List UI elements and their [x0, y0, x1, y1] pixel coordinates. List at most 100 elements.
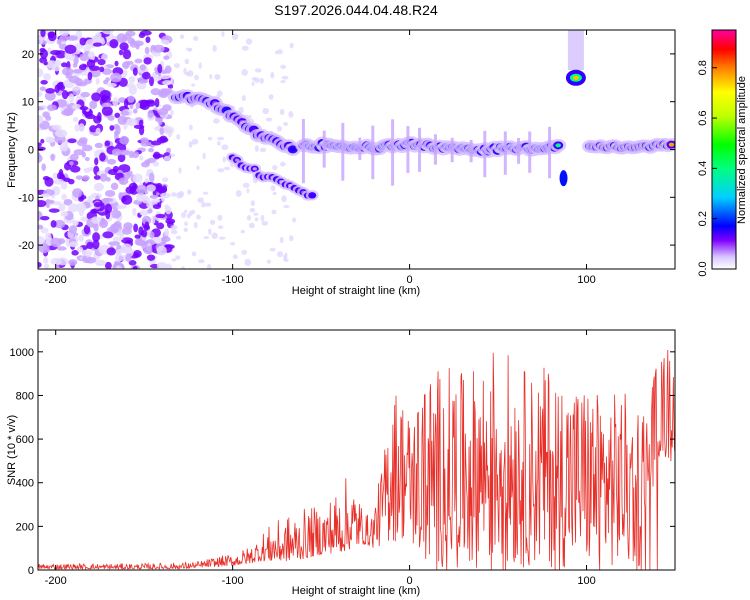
noise-blob: [117, 153, 126, 163]
noise-blob: [147, 208, 153, 214]
noise-blob: [64, 52, 76, 61]
noise-blob: [114, 254, 124, 262]
noise-blob: [139, 155, 144, 161]
noise-blob: [61, 90, 69, 100]
noise-blob: [254, 217, 259, 222]
noise-blob: [54, 84, 60, 94]
noise-blob: [128, 150, 135, 159]
noise-blob: [99, 89, 111, 100]
noise-blob: [80, 91, 91, 98]
noise-blob: [242, 182, 250, 188]
track-core: [290, 147, 296, 152]
noise-blob: [156, 222, 165, 230]
noise-blob: [40, 79, 48, 85]
noise-blob: [187, 189, 192, 195]
streak: [483, 130, 487, 178]
x-tick-label: 100: [577, 575, 595, 587]
noise-blob: [216, 90, 223, 97]
noise-blob: [260, 214, 265, 222]
noise-blob: [70, 165, 81, 173]
noise-blob: [202, 152, 206, 160]
noise-blob: [114, 60, 119, 67]
snr-plot-area: [38, 349, 675, 570]
noise-blob: [112, 165, 120, 173]
noise-blob: [61, 62, 68, 68]
noise-blob: [147, 147, 154, 153]
noise-blob: [152, 44, 165, 53]
noise-blob: [43, 263, 50, 269]
noise-blob: [180, 212, 187, 218]
noise-blob: [292, 217, 297, 223]
noise-blob: [194, 74, 199, 81]
noise-blob: [38, 224, 44, 230]
noise-blob: [139, 209, 150, 216]
noise-blob: [193, 221, 198, 229]
noise-blob: [133, 124, 145, 129]
noise-blob: [58, 42, 67, 50]
noise-blob: [279, 109, 285, 115]
noise-blob: [115, 265, 122, 269]
noise-blob: [145, 36, 151, 43]
noise-blob: [59, 35, 69, 42]
noise-blob: [105, 77, 110, 82]
noise-blob: [152, 161, 160, 167]
noise-blob: [141, 229, 148, 238]
noise-blob: [259, 147, 267, 153]
noise-blob: [144, 221, 150, 230]
noise-blob: [217, 214, 223, 221]
noise-blob: [241, 249, 248, 255]
y-tick-label: 0: [28, 145, 34, 157]
streak: [371, 125, 375, 180]
noise-blob: [125, 83, 136, 88]
noise-blob: [122, 49, 132, 60]
colorbar-tick-label: 0.6: [697, 110, 709, 125]
noise-blob: [50, 153, 55, 162]
streak: [528, 131, 532, 173]
noise-blob: [262, 107, 270, 115]
x-tick-label: -200: [45, 575, 67, 587]
noise-blob: [133, 108, 138, 114]
noise-blob: [45, 115, 52, 121]
noise-blob: [176, 134, 181, 140]
noise-blob: [64, 44, 77, 54]
snr-frame: [37, 329, 676, 571]
y-tick-label: 0: [28, 565, 34, 577]
noise-blob: [104, 140, 111, 147]
noise-blob: [44, 91, 56, 101]
noise-blob: [67, 203, 79, 213]
noise-blob: [68, 93, 75, 103]
y-tick-label: 600: [16, 434, 34, 446]
noise-blob: [91, 92, 101, 102]
noise-blob: [157, 63, 163, 74]
noise-blob: [50, 220, 57, 228]
noise-blob: [84, 256, 97, 264]
noise-blob: [115, 125, 121, 135]
noise-blob: [120, 110, 130, 116]
streak: [450, 137, 454, 163]
snr-y-label: SNR (10 * v/v): [6, 415, 18, 485]
noise-blob: [244, 258, 252, 266]
noise-blob: [119, 135, 130, 145]
noise-blob: [191, 138, 199, 145]
noise-blob: [63, 177, 71, 182]
noise-blob: [144, 177, 150, 184]
noise-blob: [139, 64, 147, 71]
noise-blob: [176, 192, 183, 199]
noise-blob: [135, 184, 148, 194]
noise-blob: [75, 202, 87, 213]
noise-blob: [183, 227, 188, 233]
noise-blob: [270, 185, 276, 192]
noise-blob: [38, 91, 43, 97]
noise-blob: [201, 201, 206, 208]
noise-blob: [191, 209, 196, 215]
noise-blob: [223, 166, 231, 171]
noise-blob: [181, 266, 185, 269]
noise-blob: [186, 213, 191, 219]
noise-blob: [135, 102, 141, 110]
noise-blob: [80, 216, 89, 222]
noise-blob: [132, 265, 138, 269]
streak: [358, 137, 362, 160]
noise-blob: [101, 106, 113, 117]
colorbar: 0.0 0.2 0.4 0.6 0.8 Normalized spectral ampl…: [697, 29, 748, 277]
